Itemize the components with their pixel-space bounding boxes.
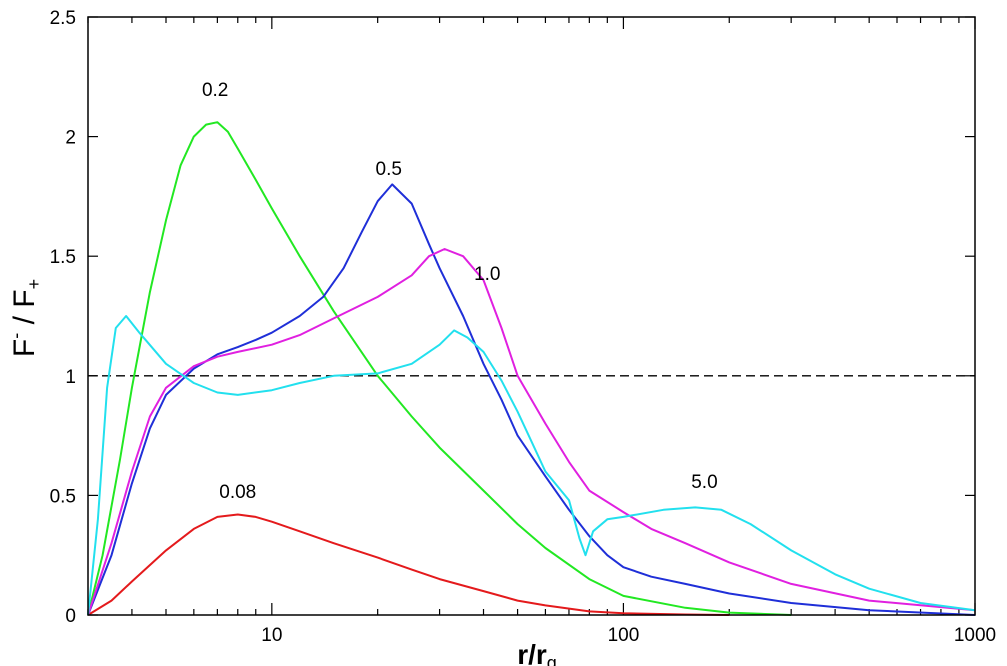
series-label-1.0: 1.0: [474, 264, 500, 285]
series-line-5.0: [87, 315, 976, 616]
y-axis-title-sep: /: [8, 308, 41, 333]
x-tick-label: 100: [608, 625, 640, 646]
x-axis-title: r/rg: [517, 639, 557, 666]
y-tick-label: 2: [65, 128, 76, 149]
y-axis-title-a-sub: -: [6, 333, 26, 339]
series-line-0.2: [87, 121, 792, 616]
x-axis-title-sub: g: [547, 653, 557, 666]
series-label-5.0: 5.0: [691, 472, 717, 493]
y-axis-title-a: F: [8, 339, 41, 357]
x-axis-title-main: r/r: [517, 639, 547, 666]
series-lines: [87, 121, 976, 616]
series-line-1.0: [87, 248, 976, 616]
y-tick-label: 2.5: [50, 8, 76, 29]
y-tick-label: 0.5: [50, 486, 76, 507]
plot-frame: [87, 16, 976, 616]
series-label-0.5: 0.5: [376, 159, 402, 180]
tick-marks: [87, 16, 976, 616]
y-tick-label: 1.5: [50, 247, 76, 268]
y-tick-label: 1: [65, 367, 76, 388]
series-label-0.08: 0.08: [219, 482, 256, 503]
y-axis-title: F- / F+: [6, 279, 44, 357]
x-tick-label: 1000: [954, 625, 996, 646]
tick-labels: 0 0.5 1 1.5 2 2.5 10 100 1000: [50, 8, 997, 646]
y-axis-title-b: F: [8, 289, 41, 307]
series-label-0.2: 0.2: [202, 80, 228, 101]
y-axis-title-b-sub: +: [24, 279, 44, 290]
series-labels: 0.08 0.2 0.5 1.0 5.0: [202, 80, 718, 503]
x-tick-label: 10: [261, 625, 282, 646]
series-line-0.08: [87, 513, 730, 616]
y-tick-label: 0: [65, 606, 76, 627]
